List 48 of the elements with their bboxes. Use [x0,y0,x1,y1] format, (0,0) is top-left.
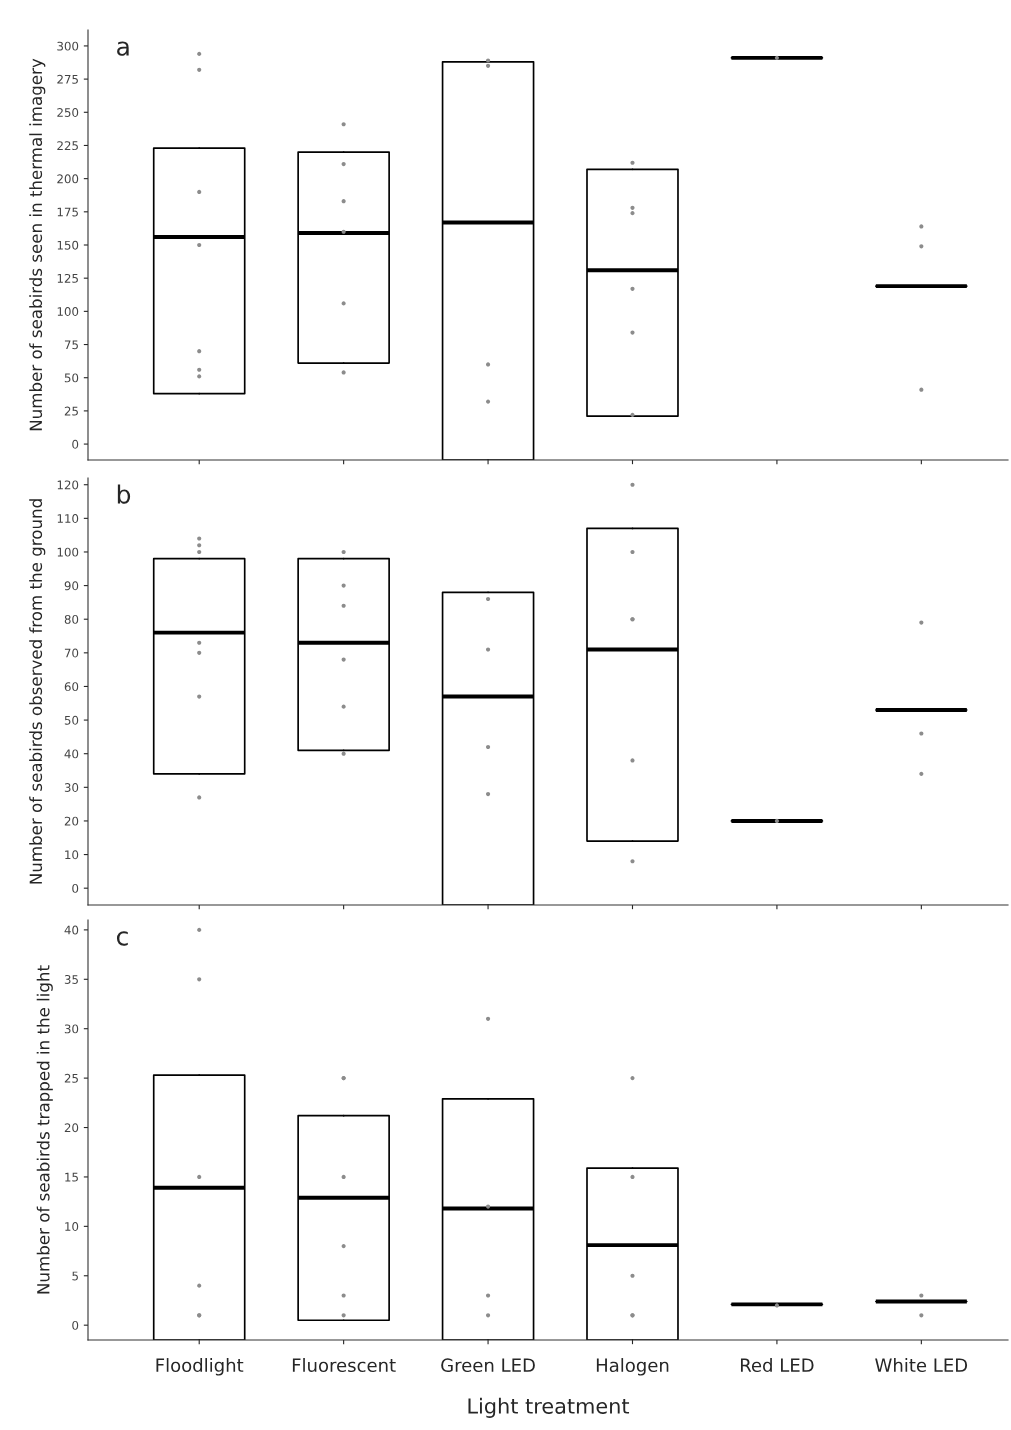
y-tick-label: 120 [57,480,79,490]
y-tick-label: 40 [64,925,79,935]
x-tick-label: Red LED [740,1358,814,1373]
y-tick-label: 40 [64,749,79,759]
x-tick-label: Green LED [441,1358,535,1373]
y-tick-label: 0 [72,439,79,449]
y-tick-label: 275 [57,74,78,84]
annotation: a [117,41,129,56]
y-tick-label: 10 [65,1222,79,1232]
y-tick-label: 20 [64,1123,79,1133]
y-tick-label: 60 [64,682,79,692]
y-tick-label: 250 [57,108,79,117]
y-tick-label: 175 [57,207,78,217]
x-axis-title: Light treatment [468,1397,630,1418]
y-tick-label: 25 [64,1073,78,1083]
y-axis-title: Number of seabirds observed from the ground [29,499,46,884]
y-tick-label: 50 [64,373,79,383]
y-tick-label: 30 [64,783,79,792]
y-tick-label: 80 [64,614,79,624]
y-tick-label: 90 [64,581,79,591]
y-tick-label: 25 [64,406,78,416]
y-tick-label: 35 [64,975,78,984]
y-tick-label: 30 [64,1024,79,1034]
y-tick-label: 300 [57,41,79,51]
y-tick-label: 100 [57,547,79,557]
y-tick-label: 10 [65,850,79,860]
y-tick-label: 50 [64,715,79,725]
y-tick-label: 20 [64,816,79,826]
y-tick-label: 15 [65,1172,78,1182]
y-tick-label: 0 [72,883,79,893]
x-tick-label: Halogen [596,1358,669,1376]
y-tick-label: 110 [57,514,79,523]
y-tick-label: 225 [57,141,78,151]
y-tick-label: 5 [72,1271,78,1281]
y-tick-label: 150 [57,240,79,250]
y-tick-label: 200 [57,174,79,184]
y-axis-title: Number of seabirds seen in thermal imagery [29,58,46,431]
y-axis-title: Number of seabirds trapped in the light [36,965,53,1294]
annotation: c [116,931,128,946]
x-tick-label: Fluorescent [292,1358,396,1373]
y-tick-label: 70 [64,648,79,658]
annotation: b [117,484,131,504]
x-tick-label: White LED [875,1358,968,1373]
y-tick-label: 0 [72,1320,79,1330]
y-tick-label: 75 [64,340,78,350]
y-tick-label: 100 [57,307,79,317]
y-tick-label: 125 [57,273,78,283]
x-tick-label: Floodlight [156,1358,244,1376]
